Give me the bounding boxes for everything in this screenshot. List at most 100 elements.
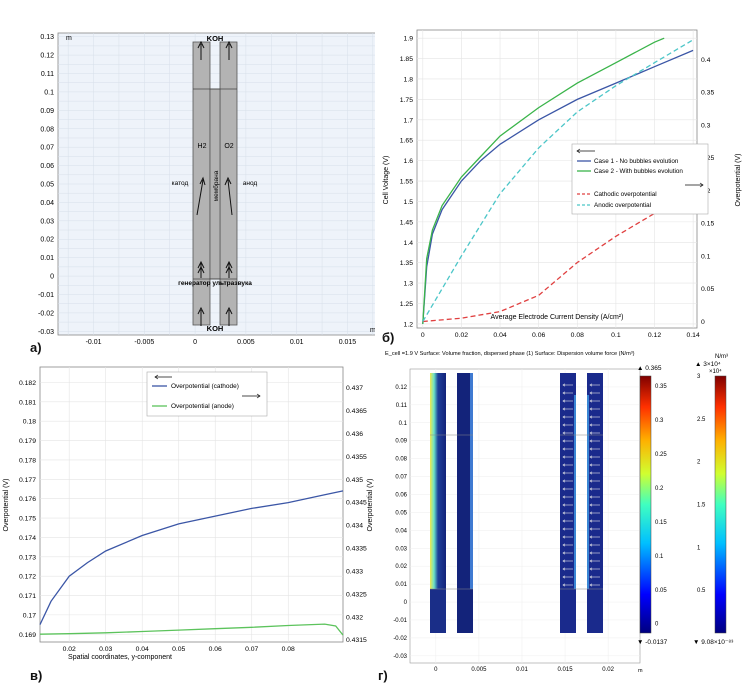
x-tick-label: 0.04 — [493, 332, 506, 339]
y-tick-label: -0.03 — [393, 654, 407, 660]
x-tick-label: 0.02 — [602, 667, 614, 673]
colorbar1-min: ▼ -0.0137 — [637, 639, 668, 646]
force-arrow-head — [562, 495, 566, 499]
y-tick-label: 1.4 — [404, 240, 414, 247]
colorbar1-tick: 0.3 — [655, 418, 664, 424]
colorbar1-max: ▲ 0.365 — [637, 365, 662, 372]
y-tick-label: -0.02 — [393, 636, 407, 642]
x-tick-label: 0 — [434, 667, 438, 673]
cathode-domain-force — [560, 373, 576, 633]
force-arrow-head — [562, 503, 566, 507]
panel-b-series — [422, 37, 694, 324]
left-arrow-icon — [576, 148, 595, 154]
panel-a-x-unit: m — [370, 327, 375, 334]
force-arrow-head — [562, 527, 566, 531]
panel-c-chart: 0.02 0.03 0.04 0.05 0.06 0.07 0.08 0.169 0.17 0.1… — [3, 366, 374, 661]
x-tick-label: 0.08 — [282, 646, 295, 653]
panel-a-geometry: -0.01 -0.005 0 0.005 0.01 0.015 0.13 0.12 0.11 0.… — [38, 32, 375, 345]
legend-entry: Case 1 - No bubbles evolution — [594, 158, 679, 165]
legend-box — [571, 143, 709, 215]
force-edge-highlight — [574, 395, 576, 589]
double-up-arrow-icon — [197, 260, 205, 278]
force-arrow-head — [562, 575, 566, 579]
y-tick-label: 0.12 — [40, 53, 54, 60]
up-arrow-icon — [225, 40, 233, 60]
legend-box — [146, 371, 268, 417]
panel-a-ticks: -0.01 -0.005 0 0.005 0.01 0.015 0.13 0.12 0.11 0.… — [38, 34, 356, 345]
anode-domain-force — [587, 373, 603, 633]
series-line — [422, 196, 694, 323]
colorbar1-gradient — [639, 375, 652, 634]
force-arrow-head — [589, 455, 593, 459]
y-tick-label: 0.1 — [399, 421, 408, 427]
x-tick-label: 0.02 — [63, 646, 76, 653]
force-arrow-head — [562, 559, 566, 563]
panel-c-ylabel: Overpotential (V) — [3, 479, 10, 532]
y-tick-label: 1.2 — [404, 321, 414, 328]
y-tick-label: 0.173 — [19, 554, 36, 561]
y-tick-label: 0.172 — [19, 574, 36, 581]
y-tick-label: -0.02 — [38, 310, 54, 317]
colorbar2-tick: 3 — [697, 374, 701, 380]
panel-c-series — [39, 490, 344, 636]
y-tick-label: 1.65 — [400, 138, 413, 145]
cathode-lower-domain — [430, 589, 446, 633]
y-tick-label: 1.35 — [400, 260, 413, 267]
y2-tick-label: 0.4335 — [346, 546, 367, 553]
force-arrow-head — [589, 479, 593, 483]
series-line — [422, 39, 694, 322]
y-tick-label: 0.181 — [19, 399, 36, 406]
koh-bottom-label: KOH — [207, 324, 224, 333]
x-tick-label: 0.12 — [648, 332, 661, 339]
y-tick-label: -0.01 — [38, 292, 54, 299]
panel-b-legend: Case 1 - No bubbles evolution Case 2 - W… — [571, 143, 709, 215]
x-tick-label: 0.005 — [237, 339, 255, 345]
y2-tick-label: 0.436 — [346, 431, 363, 438]
y2-tick-label: 0.4 — [701, 57, 711, 64]
panel-c-ticks: 0.02 0.03 0.04 0.05 0.06 0.07 0.08 0.169 0.17 0.1… — [19, 380, 367, 653]
panel-d-letter: г) — [378, 668, 388, 683]
y2-tick-label: 0 — [701, 319, 705, 326]
x-tick-label: 0.14 — [687, 332, 700, 339]
panel-b-ticks: 0 0.02 0.04 0.06 0.08 0.1 0.12 0.14 1.2 1.25 1.3 1.… — [400, 36, 715, 339]
colorbar1-tick: 0.25 — [655, 452, 667, 458]
colorbar2-unit: N/m³ — [715, 354, 728, 360]
y-tick-label: 1.75 — [400, 97, 413, 104]
y-tick-label: 0.11 — [396, 403, 408, 409]
x-tick-label: 0 — [421, 332, 425, 339]
colorbar2-min: ▼ 9.08×10⁻⁸³ — [693, 639, 734, 646]
y-tick-label: 0.08 — [40, 126, 54, 133]
force-arrow-head — [589, 399, 593, 403]
force-arrow-head — [562, 455, 566, 459]
y-tick-label: 0.05 — [395, 510, 407, 516]
y-tick-label: 0.04 — [395, 528, 407, 534]
x-tick-label: 0.06 — [532, 332, 545, 339]
x-tick-label: 0.05 — [172, 646, 185, 653]
y2-tick-label: 0.434 — [346, 523, 363, 530]
x-tick-label: 0.01 — [290, 339, 304, 345]
panel-c-letter: в) — [30, 668, 43, 683]
force-arrow-head — [589, 391, 593, 395]
force-arrow-head — [562, 463, 566, 467]
force-arrow-head — [589, 383, 593, 387]
force-arrow-head — [562, 511, 566, 515]
y-tick-label: 1.3 — [404, 281, 414, 288]
colorbar1-tick: 0.35 — [655, 384, 667, 390]
y-tick-label: 0.09 — [40, 108, 54, 115]
x-tick-label: 0.1 — [611, 332, 621, 339]
force-arrow-head — [589, 551, 593, 555]
y-tick-label: 0.02 — [395, 564, 407, 570]
up-arrow-icon — [197, 40, 205, 60]
y-tick-label: 1.8 — [404, 76, 414, 83]
y2-tick-label: 0.15 — [701, 221, 714, 228]
force-arrow-head — [562, 423, 566, 427]
colorbar2-tick: 2.5 — [697, 417, 706, 423]
force-arrow-head — [589, 487, 593, 491]
force-arrow-head — [562, 391, 566, 395]
series-line — [39, 623, 344, 636]
x-tick-label: -0.005 — [134, 339, 154, 345]
y-tick-label: -0.01 — [393, 618, 407, 624]
force-arrow-head — [589, 527, 593, 531]
y2-tick-label: 0.4325 — [346, 591, 367, 598]
y-tick-label: 1.6 — [404, 158, 414, 165]
